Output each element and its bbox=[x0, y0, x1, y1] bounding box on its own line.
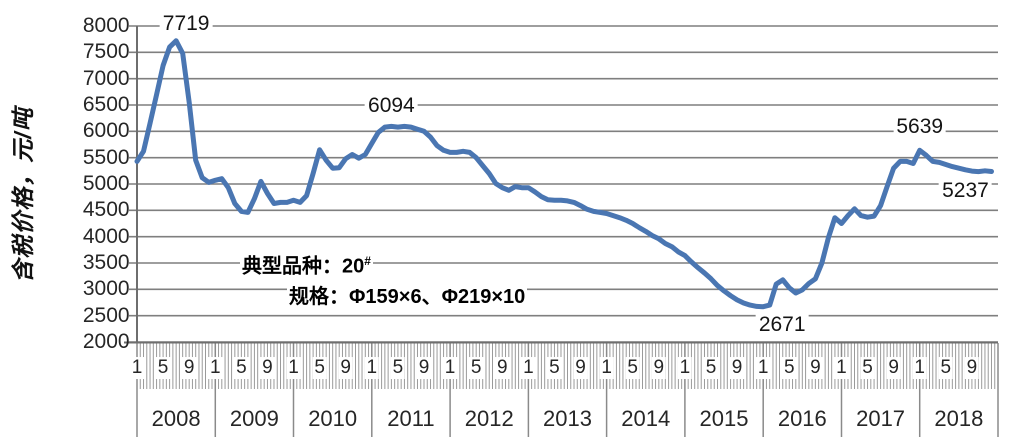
month-tick-label: 9 bbox=[416, 357, 432, 379]
month-tick-label: 5 bbox=[390, 357, 406, 379]
month-tick-label: 1 bbox=[286, 357, 301, 379]
data-point-label: 5639 bbox=[893, 115, 947, 140]
month-tick-label: 1 bbox=[521, 357, 536, 379]
month-tick-label: 1 bbox=[912, 357, 928, 379]
month-tick-label: 5 bbox=[312, 357, 327, 379]
data-point-label: 7719 bbox=[159, 11, 213, 36]
y-tick-label: 5000 bbox=[82, 172, 130, 195]
variety-note-superscript: # bbox=[364, 254, 371, 268]
year-label: 2017 bbox=[856, 406, 906, 431]
month-tick-label: 5 bbox=[155, 357, 171, 379]
y-tick-label: 7000 bbox=[82, 66, 130, 90]
month-tick-label: 1 bbox=[442, 357, 458, 379]
month-tick-label: 1 bbox=[677, 357, 693, 379]
month-tick-label: 9 bbox=[181, 357, 197, 379]
month-tick-label: 9 bbox=[338, 357, 354, 379]
y-tick-label: 5500 bbox=[82, 145, 130, 169]
y-tick-label: 6500 bbox=[82, 93, 130, 116]
y-tick-label: 3500 bbox=[82, 251, 130, 274]
year-label: 2013 bbox=[543, 406, 592, 431]
data-point-label: 2671 bbox=[755, 312, 809, 337]
year-label: 2015 bbox=[699, 406, 749, 431]
data-point-label: 5237 bbox=[939, 178, 992, 203]
month-tick-label: 5 bbox=[860, 357, 875, 379]
y-tick-label: 4500 bbox=[82, 198, 130, 222]
y-tick-label: 7500 bbox=[82, 40, 130, 64]
month-tick-label: 5 bbox=[938, 357, 954, 379]
year-label: 2012 bbox=[464, 406, 514, 431]
month-tick-label: 1 bbox=[207, 357, 223, 379]
variety-note: 典型品种：20# bbox=[240, 254, 373, 278]
month-tick-label: 9 bbox=[651, 357, 667, 379]
y-axis-title: 含税价格，元/吨 bbox=[10, 107, 36, 283]
month-tick-label: 9 bbox=[573, 357, 588, 379]
y-tick-label: 2500 bbox=[82, 303, 130, 327]
month-tick-label: 1 bbox=[129, 357, 145, 379]
y-tick-label: 4000 bbox=[82, 224, 130, 248]
month-tick-label: 9 bbox=[260, 357, 275, 379]
year-label: 2009 bbox=[229, 406, 279, 431]
month-tick-label: 5 bbox=[468, 357, 484, 379]
month-tick-label: 1 bbox=[834, 357, 849, 379]
month-tick-label: 9 bbox=[808, 357, 823, 379]
month-tick-label: 9 bbox=[964, 357, 980, 379]
y-tick-label: 8000 bbox=[82, 14, 130, 37]
month-tick-label: 1 bbox=[599, 357, 614, 379]
y-tick-label: 2000 bbox=[82, 330, 130, 353]
variety-note-text: 典型品种：20 bbox=[242, 255, 365, 278]
month-tick-label: 5 bbox=[234, 357, 249, 379]
month-tick-label: 1 bbox=[755, 357, 771, 379]
month-tick-label: 9 bbox=[494, 357, 510, 379]
y-tick-label: 3000 bbox=[82, 277, 130, 301]
y-tick-label: 6000 bbox=[82, 119, 130, 143]
year-label: 2014 bbox=[621, 406, 671, 431]
data-point-label: 6094 bbox=[365, 94, 418, 119]
month-tick-label: 5 bbox=[547, 357, 562, 379]
spec-note: 规格：Φ159×6、Φ219×10 bbox=[287, 286, 528, 308]
year-label: 2018 bbox=[934, 406, 984, 431]
month-tick-label: 9 bbox=[886, 357, 901, 379]
month-tick-label: 5 bbox=[625, 357, 641, 379]
year-label: 2010 bbox=[308, 406, 358, 431]
month-tick-label: 9 bbox=[729, 357, 745, 379]
year-label: 2016 bbox=[777, 406, 827, 431]
month-tick-label: 5 bbox=[781, 357, 797, 379]
price-line bbox=[134, 38, 994, 310]
year-label: 2008 bbox=[151, 406, 201, 431]
year-label: 2011 bbox=[387, 406, 435, 431]
month-tick-label: 5 bbox=[703, 357, 719, 379]
month-tick-label: 1 bbox=[364, 357, 380, 379]
